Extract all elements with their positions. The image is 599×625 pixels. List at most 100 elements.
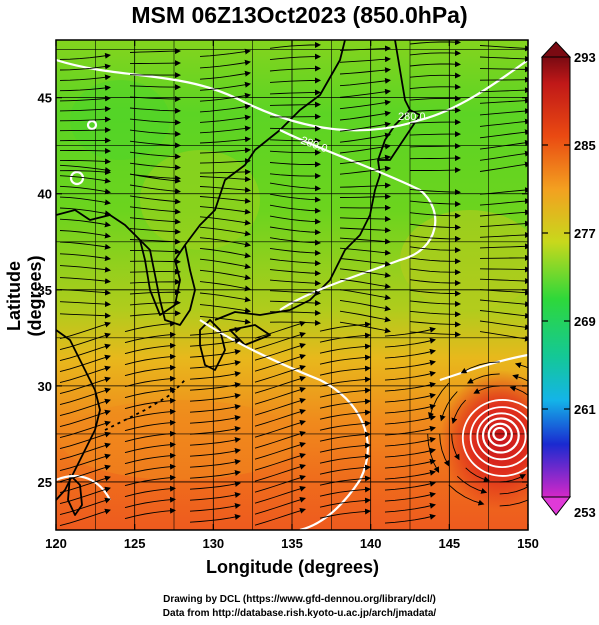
streamline [254, 441, 306, 460]
streamline [59, 230, 111, 239]
streamline [129, 278, 181, 285]
typhoon-ring [481, 417, 520, 454]
streamline [509, 385, 528, 396]
streamline [59, 164, 111, 173]
streamline [339, 56, 391, 63]
streamline [319, 321, 371, 332]
typhoon-ring [476, 412, 527, 461]
streamline [384, 513, 436, 524]
colorbar-tick-label: 253 [574, 505, 596, 520]
streamline [409, 40, 461, 46]
contour-line [199, 319, 369, 530]
streamline [254, 507, 306, 526]
streamline [409, 321, 461, 328]
streamline [129, 173, 181, 184]
streamline [199, 281, 251, 292]
streamline [409, 107, 461, 114]
streamline [124, 452, 176, 465]
streamline [199, 216, 251, 226]
streamline [409, 279, 461, 286]
streamline [479, 139, 528, 150]
lat-tick-label: 30 [38, 379, 52, 394]
colorbar-tick-label: 261 [574, 402, 596, 417]
streamline [189, 458, 241, 468]
streamline [129, 84, 181, 91]
streamline [59, 185, 111, 195]
streamline [448, 484, 485, 506]
lat-tick-label: 25 [38, 475, 52, 490]
coastline-taiwan [67, 474, 83, 516]
streamline [439, 433, 450, 467]
streamline [199, 48, 251, 57]
streamline [199, 258, 251, 270]
streamline [59, 106, 111, 113]
streamline [269, 269, 321, 277]
streamline [319, 486, 371, 497]
streamline [319, 497, 371, 508]
streamline [479, 108, 528, 116]
streamline [384, 337, 436, 348]
streamline [384, 480, 436, 491]
streamline [319, 343, 371, 354]
streamline [339, 299, 391, 312]
streamline [479, 254, 528, 261]
streamline [384, 403, 436, 414]
streamline [409, 257, 461, 265]
streamline [59, 127, 111, 133]
streamline [124, 375, 176, 388]
streamline [254, 375, 306, 394]
streamline [269, 279, 321, 287]
streamline [124, 342, 176, 355]
lon-tick-label: 135 [281, 536, 303, 551]
streamline [129, 129, 181, 137]
contour-label: 280.0 [398, 111, 426, 123]
streamline [409, 289, 461, 297]
typhoon-ring [487, 422, 513, 447]
streamline [499, 499, 528, 507]
streamline [124, 441, 176, 454]
streamline [199, 237, 251, 248]
streamline [384, 469, 436, 480]
streamline [59, 398, 111, 417]
streamline [319, 420, 371, 431]
streamline [269, 290, 321, 297]
streamline [189, 337, 241, 347]
streamline [254, 430, 306, 449]
warm-patch [400, 210, 528, 310]
streamline [59, 321, 111, 340]
credit-data: Data from http://database.rish.kyoto-u.a… [162, 608, 437, 619]
colorbar-tick-label: 269 [574, 314, 596, 329]
colorbar-body [541, 56, 571, 498]
streamline [339, 310, 391, 323]
streamline [269, 137, 321, 144]
streamline [59, 343, 111, 362]
streamline [124, 463, 176, 476]
streamline [129, 206, 181, 215]
streamline [467, 373, 500, 384]
streamline [514, 362, 528, 369]
lon-tick-label: 125 [124, 536, 146, 551]
streamline [479, 243, 528, 250]
streamline [409, 235, 461, 242]
streamline [479, 266, 528, 273]
streamline [124, 397, 176, 410]
streamline [254, 342, 306, 361]
streamline [189, 392, 241, 402]
streamline [129, 184, 181, 195]
streamline [129, 217, 181, 225]
streamline [59, 158, 111, 165]
streamline [384, 370, 436, 381]
streamline [254, 408, 306, 427]
streamline [269, 125, 321, 132]
streamline [409, 119, 461, 126]
streamline [59, 332, 111, 351]
streamline [339, 247, 391, 256]
streamline [129, 228, 181, 235]
streamline [319, 442, 371, 453]
streamline [129, 238, 181, 245]
streamline [269, 300, 321, 307]
streamline [339, 237, 391, 245]
streamline [384, 359, 436, 370]
streamline [189, 513, 241, 523]
streamline [199, 247, 251, 259]
